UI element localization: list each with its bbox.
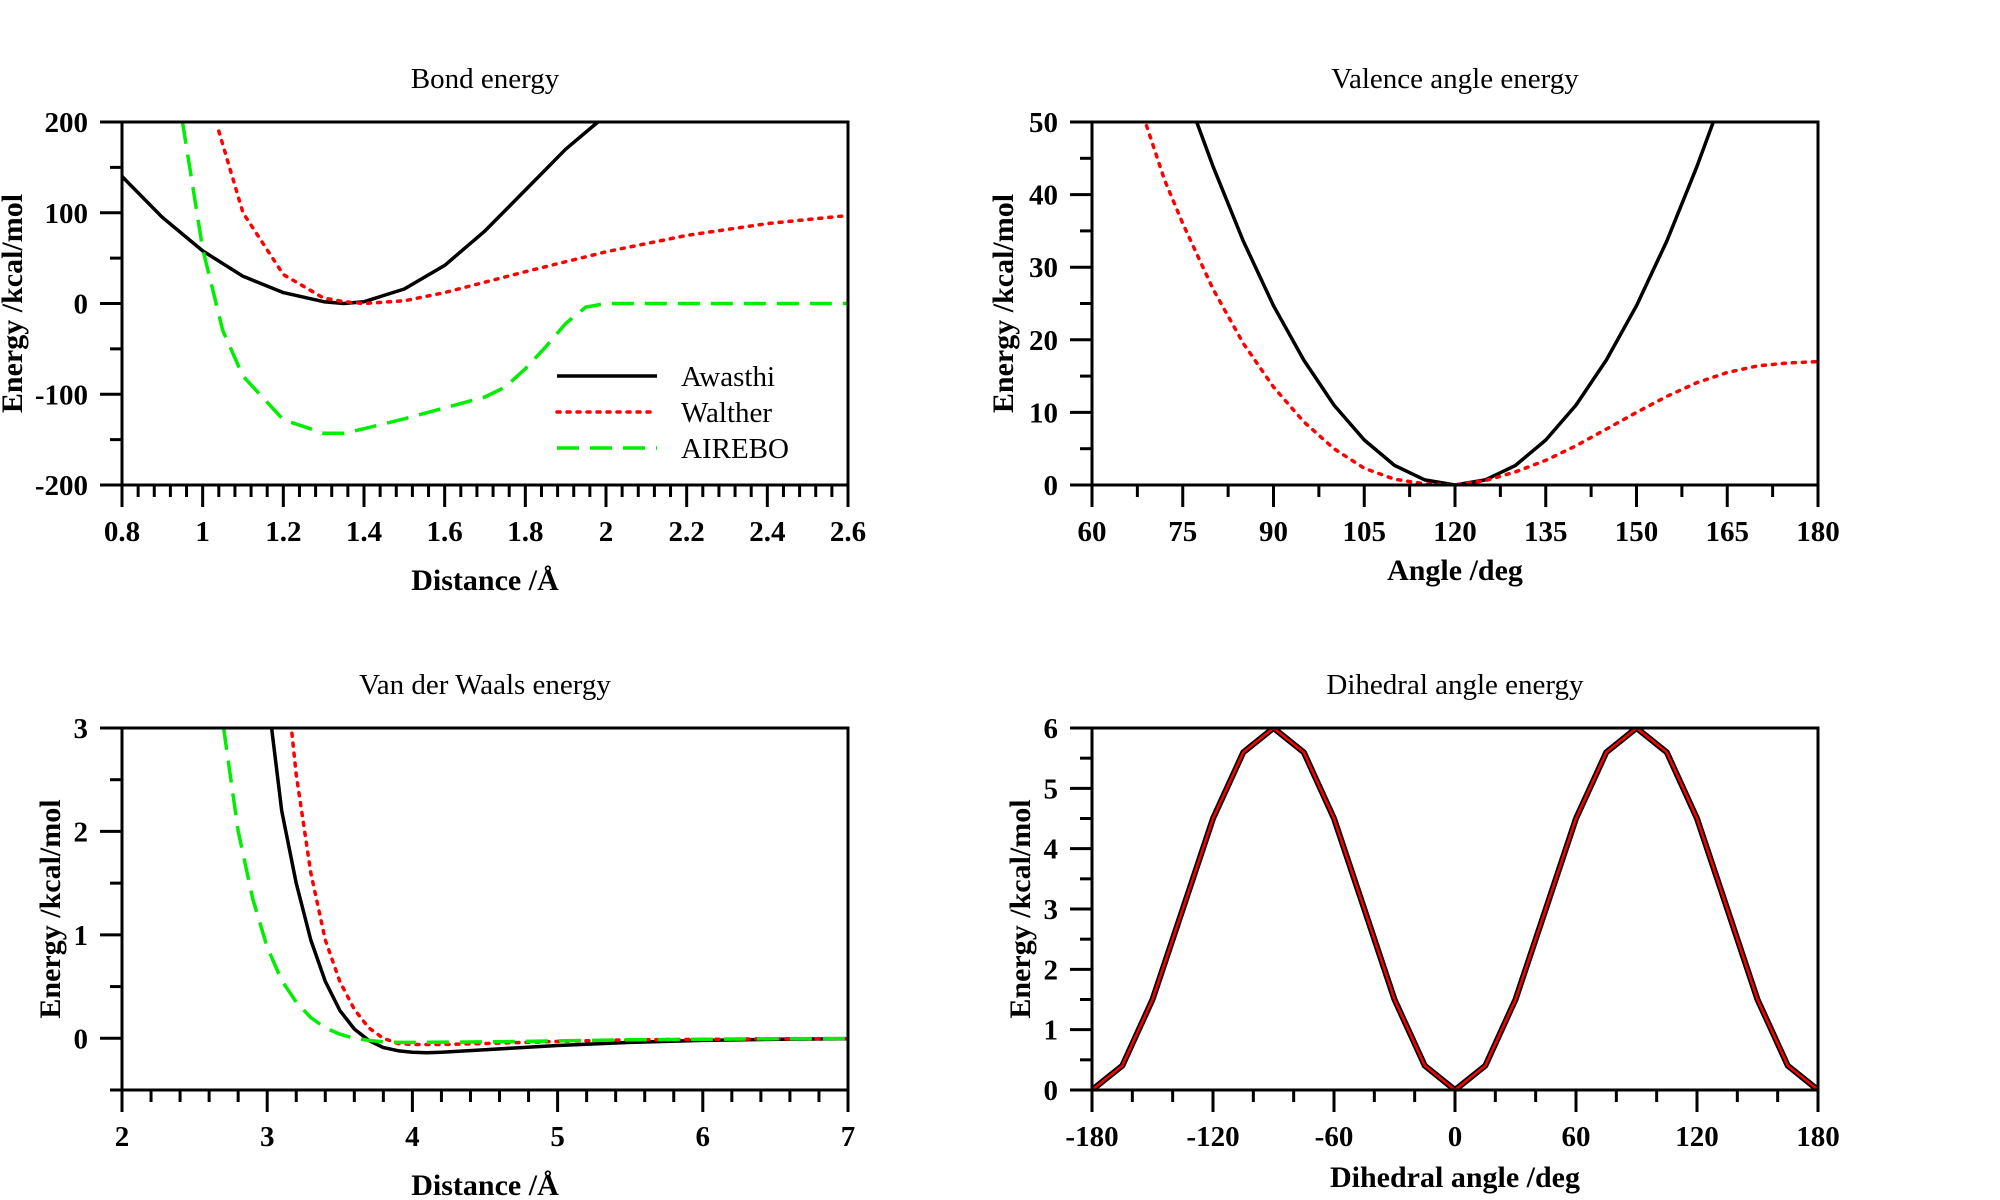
chart-vdw: Van der Waals energy 2 3 4 5 6 7 0 1 2 3 Distance /… [34,669,855,1200]
y-tick-label: 0 [74,289,89,321]
plot-frame [120,726,850,1092]
series-line-walther [1144,123,1818,485]
y-axis-label: Energy /kcal/mol [987,194,1020,413]
y-tick-label: 40 [1029,180,1058,212]
series-line-airebo [221,728,848,1045]
y-tick-label: 20 [1029,325,1058,357]
x-tick-label: 180 [1796,516,1840,548]
plot-frame [1090,120,1820,487]
x-tick-label: 2.4 [749,516,785,548]
x-tick-label: 75 [1168,516,1197,548]
y-tick-label: 3 [74,713,89,745]
x-tick-label: 7 [841,1121,856,1153]
y-tick-label: 1 [74,920,89,952]
legend: Awasthi Walther AIREBO [555,361,789,465]
y-tick-label: -200 [35,470,88,502]
x-tick-label: -180 [1065,1121,1118,1153]
x-tick-label: 2 [115,1121,130,1153]
x-tick-label: 1 [195,516,210,548]
y-tick-label: -100 [35,379,88,411]
series-line-walther [290,731,848,1047]
chart-bond: Bond energy 0.8 1 1.2 1.4 1.6 1.8 2 2.2 2.4 2.6 -20… [0,63,866,597]
y-tick-label: 3 [1044,894,1059,926]
x-tick-label: 1.4 [346,516,382,548]
y-axis-label: Energy /kcal/mol [0,194,29,413]
series-line-awasthi [269,728,848,1055]
series-line-walther [217,129,848,306]
plot-frame [120,120,850,487]
legend-label-awasthi: Awasthi [681,361,775,393]
x-tick-label: 0.8 [104,516,140,548]
x-tick-label: -120 [1186,1121,1239,1153]
y-axis-label: Energy /kcal/mol [34,799,67,1018]
chart-title: Van der Waals energy [359,669,611,701]
x-tick-label: 3 [260,1121,275,1153]
x-tick-label: 165 [1706,516,1750,548]
x-tick-label: 6 [696,1121,711,1153]
x-tick-label: 90 [1259,516,1288,548]
series-group [1092,728,1818,1090]
x-tick-label: 2 [599,516,614,548]
plot-frame [1090,726,1820,1092]
x-tick-label: 2.6 [830,516,866,548]
series-group [122,122,848,436]
x-axis-label: Angle /deg [1387,554,1523,587]
y-tick-label: 10 [1029,397,1058,429]
x-tick-label: 105 [1343,516,1387,548]
y-tick-label: 0 [74,1023,89,1055]
x-tick-label: 5 [550,1121,565,1153]
legend-label-airebo: AIREBO [681,433,789,465]
y-tick-label: 5 [1044,773,1059,805]
series-line-airebo [180,122,848,436]
chart-title: Bond energy [411,63,560,95]
chart-title: Valence angle energy [1331,63,1579,95]
x-tick-label: 4 [405,1121,420,1153]
chart-dihedral: Dihedral angle energy-180 -120 -60 0 60 120 18… [1004,669,1840,1194]
y-tick-label: 4 [1044,834,1059,866]
series-line-walther [1092,728,1818,1090]
y-tick-label: 1 [1044,1015,1059,1047]
y-tick-label: 50 [1029,107,1058,139]
x-tick-label: 120 [1433,516,1477,548]
x-tick-label: 120 [1675,1121,1719,1153]
x-tick-label: 0 [1448,1121,1463,1153]
chart-valence: Valence angle energy 60 75 90 105 120 135 150 16… [987,63,1840,587]
x-axis-label: Distance /Å [411,564,559,597]
x-tick-label: -60 [1315,1121,1354,1153]
x-tick-label: 1.6 [427,516,463,548]
y-tick-label: 30 [1029,252,1058,284]
y-tick-label: 2 [74,816,89,848]
x-tick-label: 60 [1562,1121,1591,1153]
y-tick-label: 0 [1044,1075,1059,1107]
series-group [221,728,848,1055]
x-tick-label: 180 [1796,1121,1840,1153]
y-tick-label: 6 [1044,713,1059,745]
x-tick-label: 2.2 [669,516,705,548]
series-line-awasthi [1195,122,1715,485]
x-tick-label: 1.2 [265,516,301,548]
x-axis-label: Dihedral angle /deg [1330,1161,1580,1194]
y-tick-label: 100 [45,198,89,230]
y-tick-label: 2 [1044,954,1059,986]
series-group [1144,122,1818,485]
y-tick-label: 200 [45,107,89,139]
x-tick-label: 60 [1078,516,1107,548]
x-tick-label: 1.8 [507,516,543,548]
x-axis-label: Distance /Å [411,1169,559,1200]
y-tick-label: 0 [1044,470,1059,502]
chart-title: Dihedral angle energy [1326,669,1584,701]
x-tick-label: 150 [1615,516,1659,548]
legend-label-walther: Walther [681,397,772,429]
series-line-awasthi [1092,728,1818,1090]
y-axis-label: Energy /kcal/mol [1004,799,1037,1018]
series-line-awasthi [122,122,600,306]
x-tick-label: 135 [1524,516,1568,548]
